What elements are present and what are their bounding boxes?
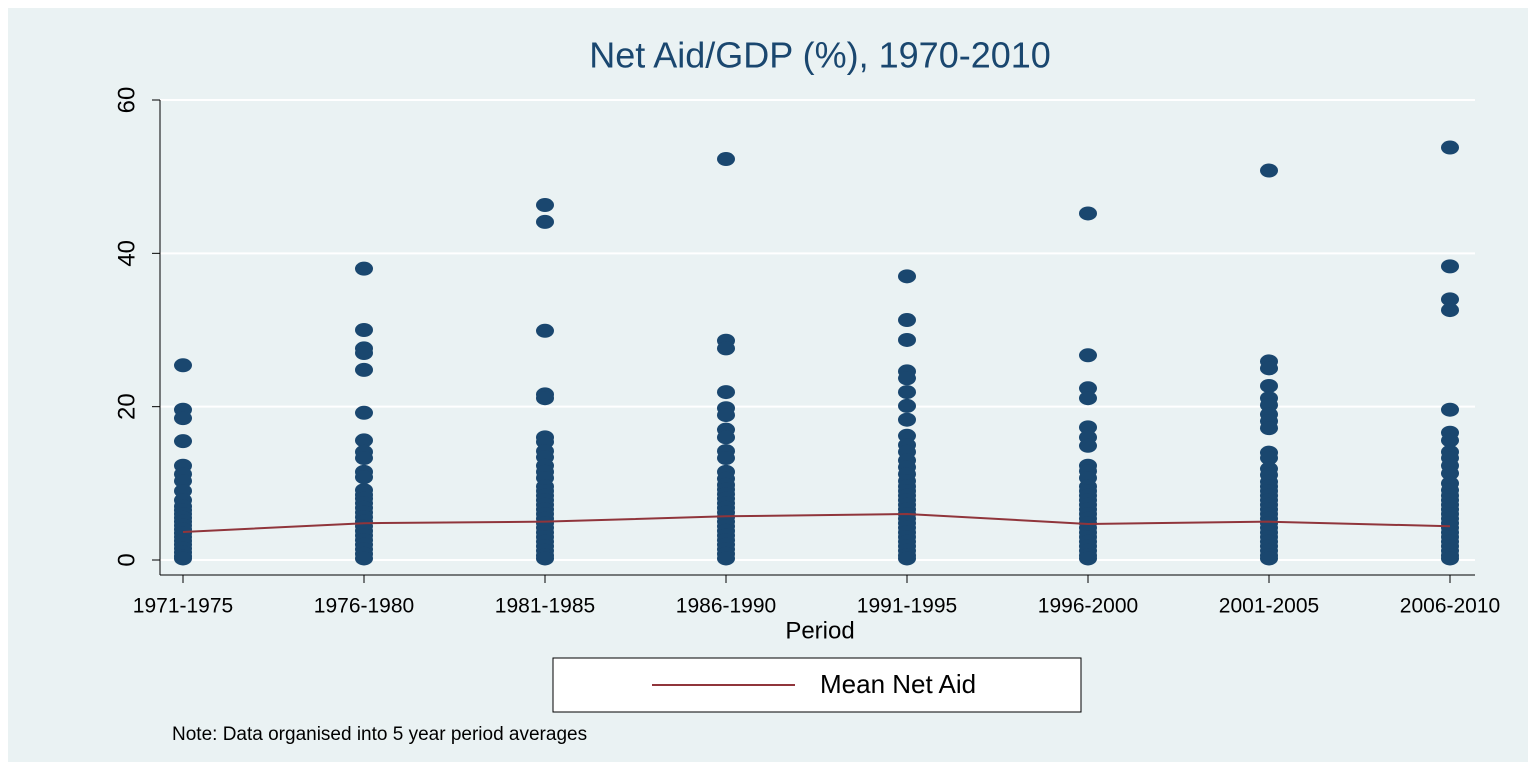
x-tick-label: 1986-1990 — [676, 595, 776, 618]
point — [1441, 433, 1459, 448]
y-tick-label: 60 — [113, 87, 140, 114]
point — [174, 474, 192, 489]
x-tick-label: 1981-1985 — [495, 595, 595, 618]
point — [1079, 551, 1097, 566]
point — [1079, 438, 1097, 453]
x-axis-label: Period — [785, 617, 854, 644]
point — [1079, 381, 1097, 396]
point — [898, 313, 916, 328]
point — [174, 358, 192, 373]
point — [717, 408, 735, 423]
note: Note: Data organised into 5 year period … — [172, 724, 587, 745]
point — [1441, 551, 1459, 566]
chart-title: Net Aid/GDP (%), 1970-2010 — [589, 35, 1051, 76]
point — [536, 551, 554, 566]
point — [536, 391, 554, 406]
point — [355, 405, 373, 420]
graph-region — [8, 8, 1528, 762]
point — [717, 430, 735, 445]
point — [1079, 391, 1097, 406]
point — [1441, 259, 1459, 274]
point — [1079, 348, 1097, 363]
point — [536, 198, 554, 213]
point — [355, 346, 373, 360]
y-tick-label: 40 — [113, 240, 140, 267]
legend-label: Mean Net Aid — [820, 669, 976, 699]
point — [1441, 402, 1459, 417]
point — [898, 371, 916, 386]
point — [1079, 206, 1097, 221]
point — [355, 451, 373, 466]
point — [355, 470, 373, 485]
point — [1260, 163, 1278, 178]
x-tick-label: 1976-1980 — [314, 595, 414, 618]
point — [717, 152, 735, 167]
point — [898, 412, 916, 427]
point — [717, 551, 735, 566]
point — [717, 451, 735, 466]
point — [717, 385, 735, 400]
y-tick-label: 0 — [113, 553, 140, 566]
point — [536, 214, 554, 229]
point — [898, 551, 916, 566]
point — [717, 341, 735, 356]
point — [1441, 140, 1459, 155]
point — [898, 398, 916, 413]
point — [1260, 361, 1278, 376]
point — [355, 323, 373, 337]
point — [174, 551, 192, 566]
x-tick-label: 2001-2005 — [1219, 595, 1319, 618]
mean-line — [182, 512, 1451, 534]
point — [174, 434, 192, 449]
point — [1441, 303, 1459, 318]
point — [1079, 420, 1097, 435]
point — [355, 433, 373, 448]
point — [355, 362, 373, 377]
x-tick-label: 1971-1975 — [133, 595, 233, 618]
point — [1441, 292, 1459, 307]
legend-box — [552, 657, 1082, 713]
point — [536, 323, 554, 338]
point — [898, 385, 916, 400]
y-tick-label: 20 — [113, 393, 140, 420]
point — [355, 261, 373, 276]
point — [898, 332, 916, 347]
point — [1441, 466, 1459, 481]
point — [1260, 551, 1278, 566]
point — [1260, 421, 1278, 436]
point — [1260, 451, 1278, 466]
point — [174, 411, 192, 426]
x-tick-label: 1996-2000 — [1038, 595, 1138, 618]
x-tick-label: 2006-2010 — [1400, 595, 1500, 618]
point — [355, 551, 373, 566]
point — [898, 269, 916, 284]
point — [1260, 378, 1278, 393]
x-tick-label: 1991-1995 — [857, 595, 957, 618]
